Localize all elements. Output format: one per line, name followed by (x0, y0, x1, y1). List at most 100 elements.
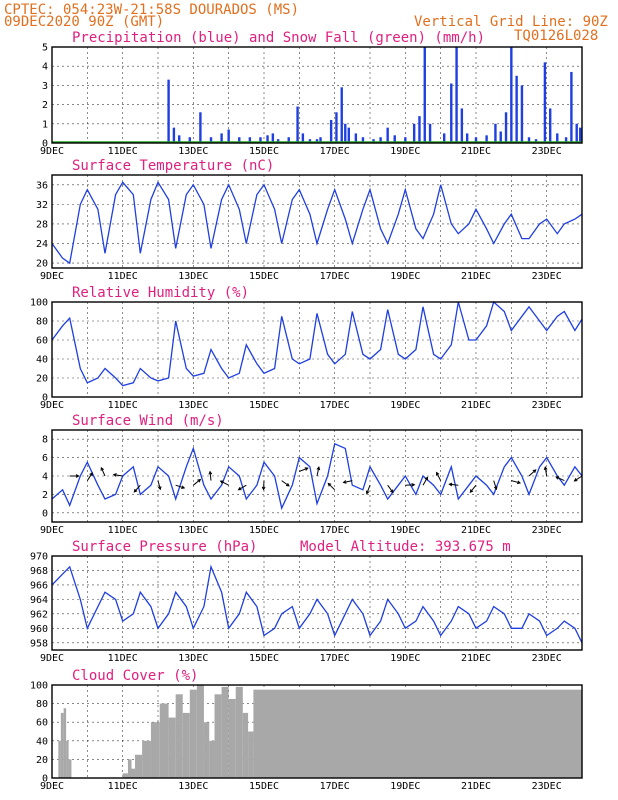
x-tick-label: 15DEC (249, 525, 279, 536)
precip-bar (428, 123, 432, 143)
x-tick-label: 23DEC (532, 781, 562, 792)
x-tick-label: 13DEC (178, 653, 208, 664)
x-tick-label: 15DEC (249, 400, 279, 411)
wind-arrow-head (100, 466, 105, 471)
wind-arrow (175, 484, 185, 489)
x-tick-label: 23DEC (532, 146, 562, 157)
x-tick-label: 17DEC (320, 525, 350, 536)
wind-arrow (86, 472, 93, 481)
wind-arrow-head (208, 470, 213, 475)
wind-arrow (238, 484, 247, 491)
precip-bar (347, 127, 350, 143)
cloud-bar (196, 685, 204, 778)
x-tick-label: 15DEC (249, 781, 279, 792)
x-tick-label: 13DEC (178, 781, 208, 792)
x-tick-label: 11DEC (108, 653, 138, 664)
cloud-bar (142, 740, 151, 778)
pressure-panel: Surface Pressure (hPa) 9DEC 11DEC 13DEC 15DE… (30, 539, 583, 664)
panel-title: Surface Pressure (hPa) (72, 539, 257, 555)
y-tick-label: 100 (30, 298, 48, 309)
y-tick-label: 60 (36, 718, 48, 729)
precip-bar (248, 137, 252, 143)
y-tick-label: 24 (36, 239, 48, 250)
cloud-bar (214, 694, 222, 778)
panel-frame (51, 174, 583, 269)
series-line (51, 180, 583, 265)
x-tick-label: 23DEC (532, 525, 562, 536)
wind-arrow-head (424, 476, 429, 481)
wind-arrow (299, 467, 308, 472)
precip-bar (315, 139, 319, 143)
precip-bar (276, 139, 280, 143)
precip-bar (335, 112, 338, 143)
panel-title: Relative Humidity (%) (72, 285, 249, 301)
y-tick-label: 970 (30, 552, 48, 563)
y-tick-label: 20 (36, 259, 48, 270)
x-tick-label: 17DEC (320, 653, 350, 664)
temperature-panel: Surface Temperature (nC) 9DEC 11DEC 13DEC 15… (36, 158, 583, 282)
y-tick-label: 4 (42, 62, 48, 73)
y-tick-label: 20 (36, 755, 48, 766)
y-tick-label: 960 (30, 624, 48, 635)
precip-bar (167, 79, 170, 143)
precip-bar (287, 137, 290, 143)
precip-bar (340, 87, 343, 143)
cloud-bar (60, 712, 64, 778)
wind-arrow (366, 485, 371, 494)
precip-bar (372, 139, 375, 143)
precip-bar (504, 112, 508, 143)
y-tick-label: 958 (30, 638, 48, 649)
cloud-bar (264, 689, 582, 778)
cloud-cover-panel: Cloud Cover (%) 9DEC 11DEC 13DEC 15DEC 17DEC 1… (30, 668, 583, 792)
precip-bar (564, 137, 568, 143)
cloud-bar (150, 722, 160, 778)
precip-bar (515, 75, 518, 143)
panel-frame (51, 684, 583, 779)
y-tick-label: 8 (42, 435, 48, 446)
header-code: TQ0126L028 (514, 28, 598, 44)
cloud-bar (68, 759, 72, 778)
wind-arrow (555, 476, 565, 482)
precip-bar (386, 127, 389, 143)
wind-panel: Surface Wind (m/s) 9DEC 11DEC 13DEC 15DEC 17D… (40, 413, 583, 536)
wind-arrow (511, 480, 521, 484)
precip-bar (499, 131, 502, 143)
panel-title: Precipitation (blue) and Snow Fall (gree… (72, 30, 485, 46)
precip-bar (520, 85, 524, 143)
panel-title: Cloud Cover (%) (72, 668, 198, 684)
wind-arrow-head (181, 485, 186, 490)
cloud-bar (189, 689, 197, 778)
x-tick-label: 19DEC (390, 271, 420, 282)
cloud-bar (182, 712, 190, 778)
series-line (51, 564, 583, 644)
y-tick-label: 2 (42, 100, 48, 111)
x-tick-label: 11DEC (108, 271, 138, 282)
y-tick-label: 962 (30, 609, 48, 620)
cloud-bar (63, 708, 67, 778)
wind-arrow (387, 484, 394, 493)
cloud-bar (235, 686, 243, 778)
wind-arrow-head (89, 472, 93, 477)
precip-bar (404, 137, 407, 143)
cloud-bar (209, 740, 215, 778)
precip-bar (227, 129, 230, 143)
panel-title: Surface Temperature (nC) (72, 158, 274, 174)
precip-bar (575, 123, 578, 143)
cloud-bar (221, 686, 229, 778)
wind-arrow-head (316, 466, 321, 471)
wind-arrow (436, 472, 442, 481)
wind-arrow-head (365, 490, 370, 495)
header-date: 09DEC2020 90Z (GMT) (4, 14, 164, 30)
wind-arrow-head (197, 478, 202, 483)
panel-frame (51, 301, 583, 398)
precip-bar (266, 135, 269, 143)
humidity-panel: Relative Humidity (%) 9DEC 11DEC 13DEC 15DEC… (30, 285, 583, 411)
series-line (51, 442, 583, 511)
precip-bar (474, 137, 478, 143)
wind-arrow (544, 467, 548, 477)
y-tick-label: 4 (42, 472, 48, 483)
precip-bar (543, 62, 547, 143)
cloud-bar (228, 698, 236, 778)
y-tick-label: 0 (42, 139, 48, 150)
